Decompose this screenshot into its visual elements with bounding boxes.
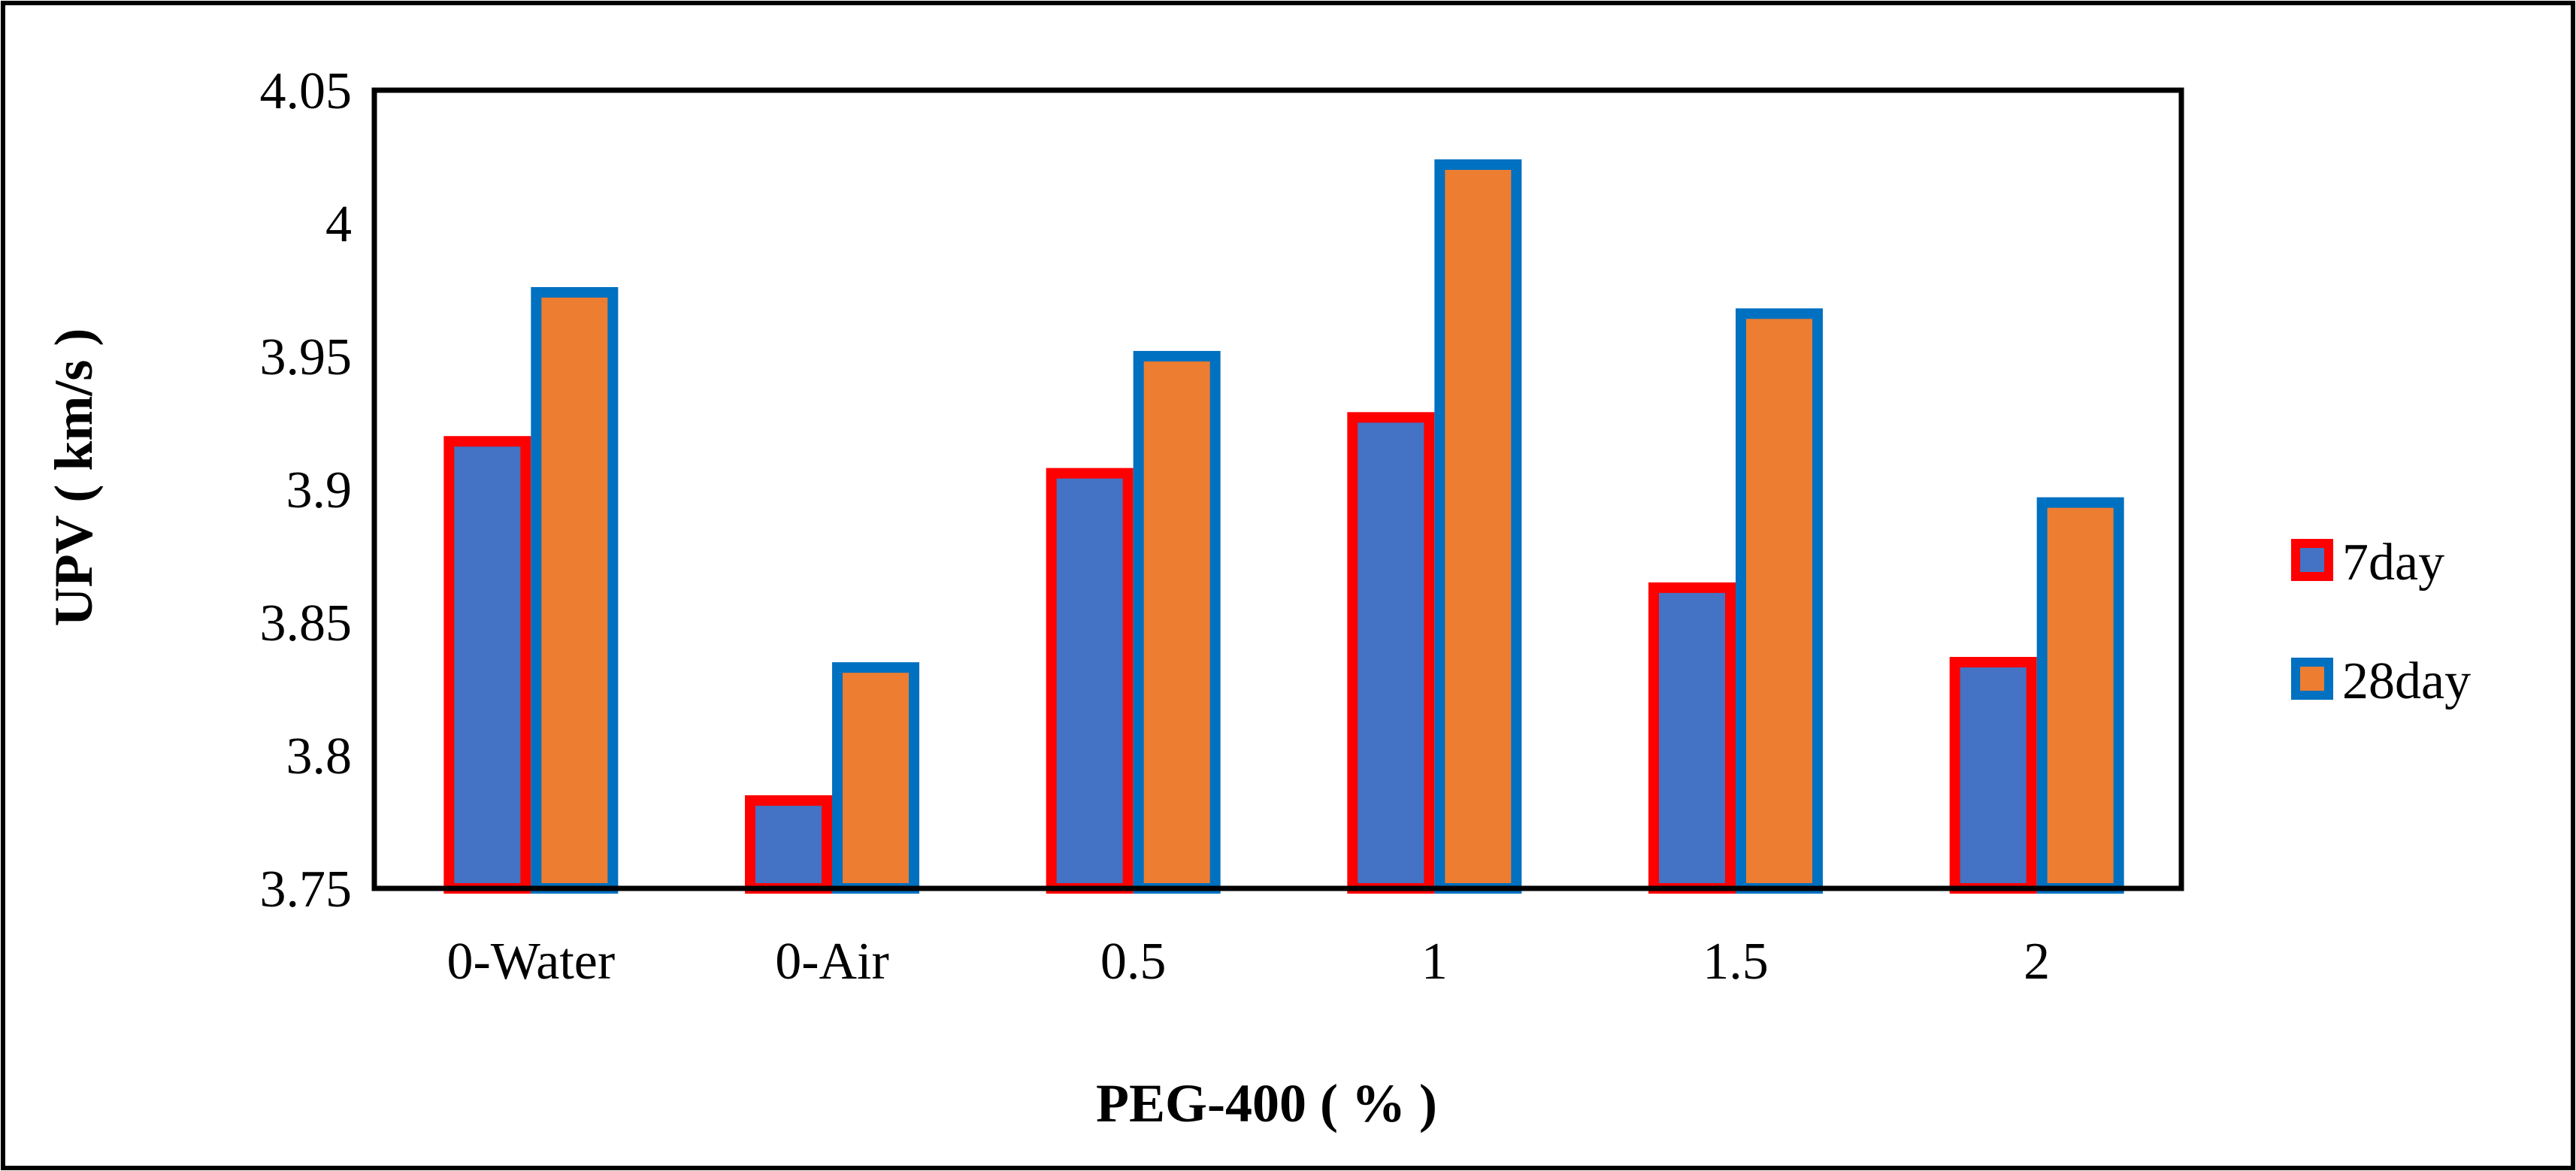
y-tick-label: 4 [325,195,352,253]
bar-7day-0-Air [745,795,832,894]
legend-swatch-28day [2291,658,2333,700]
x-axis-title: PEG-400 ( % ) [1096,1073,1437,1133]
plot-area-frame [371,87,2184,891]
y-tick-label: 3.75 [260,861,353,918]
legend-label: 7day [2342,534,2444,592]
x-axis-labels: 0-Water 0-Air 0.5 1 1.5 2 [446,933,2050,991]
x-tick-label: 0-Air [775,933,889,991]
x-tick-label: 0-Water [446,933,615,991]
x-tick-label: 1.5 [1703,933,1769,991]
bar-7day-0.5 [1046,467,1134,894]
bar-28day-0-Air [832,662,919,894]
y-axis-title: UPV ( km/s ) [44,328,104,627]
bar-28day-1.5 [1736,308,1823,894]
y-tick-label: 4.05 [260,62,353,120]
bar-7day-1 [1347,412,1435,894]
y-tick-label: 3.9 [286,461,353,519]
y-tick-label: 3.85 [260,595,353,652]
legend-swatch-7day [2291,539,2333,581]
bar-28day-0-Water [531,286,619,894]
y-tick-label: 3.95 [260,328,353,386]
bar-7day-2 [1949,657,2037,894]
bar-7day-1.5 [1648,582,1736,894]
legend: 7day 28day [2291,534,2471,710]
x-tick-label: 1 [1421,933,1448,991]
legend-label: 28day [2342,652,2471,710]
y-tick-label: 3.8 [286,728,353,785]
y-axis-ticks: 3.75 3.8 3.85 3.9 3.95 4 4.05 [260,62,353,918]
bar-28day-2 [2036,497,2124,894]
x-tick-label: 0.5 [1100,933,1167,991]
bar-7day-0-Water [443,436,531,894]
bar-28day-0.5 [1133,350,1221,894]
bar-28day-1 [1434,159,1522,894]
x-tick-label: 2 [2024,933,2050,991]
